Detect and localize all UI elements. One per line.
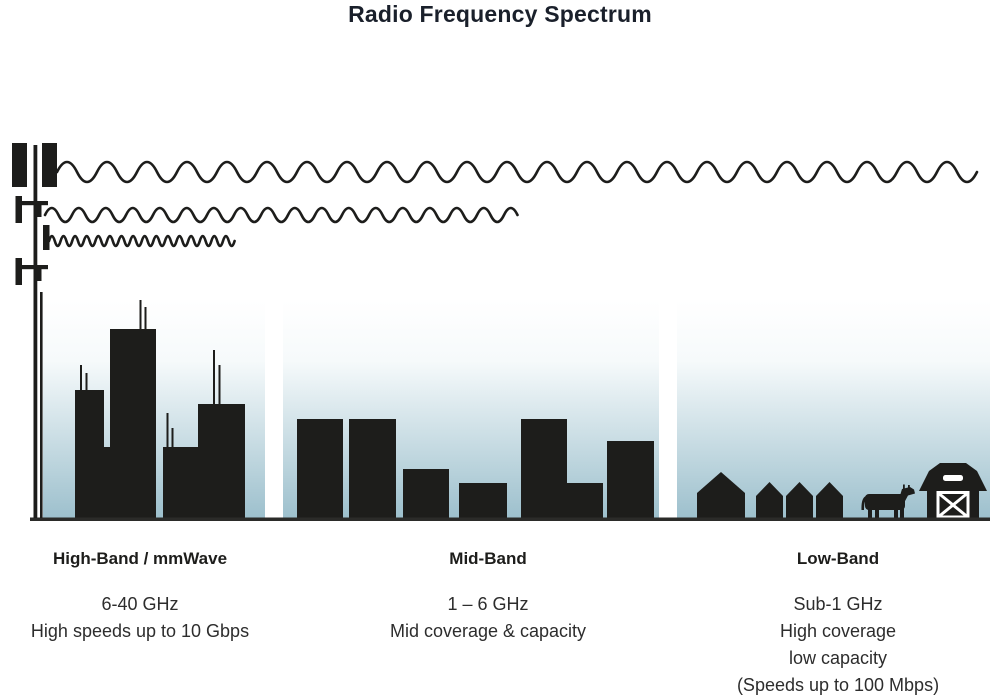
building-silhouette bbox=[349, 419, 396, 518]
cow-leg bbox=[868, 506, 872, 518]
spectrum-scene bbox=[12, 143, 990, 521]
house-silhouette bbox=[697, 472, 745, 518]
antenna-panel bbox=[43, 225, 50, 250]
high-band-name: High-Band / mmWave bbox=[52, 549, 228, 568]
mid-band-label-block: Mid-Band 1 – 6 GHz Mid coverage & capaci… bbox=[368, 549, 608, 645]
barn-door-frame bbox=[936, 491, 970, 519]
house-silhouette bbox=[816, 482, 843, 518]
high-band-frequency: 6-40 GHz bbox=[101, 594, 179, 614]
rooftop-antenna bbox=[171, 428, 174, 449]
barn-silhouette bbox=[919, 463, 987, 519]
barn-vent bbox=[943, 475, 963, 481]
cow-leg bbox=[875, 506, 879, 518]
building-silhouette bbox=[459, 483, 507, 518]
high-band-details: 6-40 GHz High speeds up to 10 Gbps bbox=[20, 591, 260, 645]
cell-tower bbox=[12, 143, 57, 518]
barn-door-crossbuck bbox=[938, 492, 968, 518]
skyscraper bbox=[104, 447, 110, 518]
low-band-description: High coverage bbox=[779, 621, 897, 641]
rooftop-antenna bbox=[166, 413, 169, 449]
building-silhouette bbox=[297, 419, 343, 518]
rooftop-antenna bbox=[218, 365, 221, 406]
tower-mast bbox=[33, 145, 38, 518]
house-silhouette bbox=[786, 482, 813, 518]
low-band-label-block: Low-Band Sub-1 GHz High coverage low cap… bbox=[698, 549, 978, 699]
tower-bracket bbox=[37, 269, 42, 281]
tower-crossarm bbox=[18, 201, 48, 206]
antenna-panel bbox=[15, 196, 22, 223]
rooftop-antenna bbox=[85, 373, 88, 392]
skyscraper bbox=[163, 447, 198, 518]
cow-leg bbox=[894, 506, 898, 518]
cow-horn bbox=[903, 484, 905, 489]
high-band-label-block: High-Band / mmWave 6-40 GHz High speeds … bbox=[20, 549, 260, 645]
low-band-name: Low-Band bbox=[796, 549, 880, 568]
high-frequency-wave bbox=[47, 234, 236, 248]
skyscraper bbox=[110, 329, 156, 518]
rooftop-antenna bbox=[213, 350, 215, 406]
mid-band-sky-panel bbox=[283, 300, 659, 518]
cow-leg bbox=[900, 506, 904, 518]
tower-bracket bbox=[37, 205, 42, 217]
mid-frequency-wave bbox=[43, 206, 519, 224]
low-band-description: (Speeds up to 100 Mbps) bbox=[736, 675, 940, 695]
building-silhouette bbox=[567, 483, 603, 518]
rooftop-antenna bbox=[144, 307, 147, 331]
waves-group bbox=[43, 160, 979, 248]
cow-tail bbox=[861, 496, 868, 510]
mid-band-skyline bbox=[297, 419, 654, 518]
cow-horn bbox=[908, 485, 910, 489]
rooftop-antenna bbox=[80, 365, 82, 392]
high-band-skyline bbox=[75, 300, 245, 518]
antenna-panel bbox=[42, 143, 57, 187]
skyscraper bbox=[198, 404, 245, 518]
building-silhouette bbox=[607, 441, 654, 518]
low-band-details: Sub-1 GHz High coverage low capacity (Sp… bbox=[698, 591, 978, 699]
mid-band-frequency: 1 – 6 GHz bbox=[447, 594, 529, 614]
cow-silhouette bbox=[861, 484, 915, 518]
ground-line bbox=[30, 517, 990, 521]
mid-band-details: 1 – 6 GHz Mid coverage & capacity bbox=[368, 591, 608, 645]
low-frequency-wave bbox=[55, 160, 979, 184]
tower-crossarm bbox=[18, 265, 48, 270]
tower-mast bbox=[40, 292, 43, 518]
building-silhouette bbox=[403, 469, 449, 518]
mid-band-name: Mid-Band bbox=[449, 549, 527, 568]
skyscraper bbox=[75, 390, 104, 518]
house-silhouette bbox=[756, 482, 783, 518]
low-band-description: low capacity bbox=[788, 648, 888, 668]
low-band-frequency: Sub-1 GHz bbox=[793, 594, 883, 614]
high-band-description: High speeds up to 10 Gbps bbox=[30, 621, 250, 641]
building-silhouette bbox=[521, 419, 567, 518]
rooftop-antenna bbox=[139, 300, 142, 331]
page-title: Radio Frequency Spectrum bbox=[348, 1, 652, 27]
antenna-panel bbox=[15, 258, 22, 285]
mid-band-description: Mid coverage & capacity bbox=[389, 621, 587, 641]
antenna-panel bbox=[12, 143, 27, 187]
low-band-countryside bbox=[697, 463, 987, 519]
barn-door bbox=[936, 491, 970, 519]
cow-head bbox=[899, 487, 915, 503]
